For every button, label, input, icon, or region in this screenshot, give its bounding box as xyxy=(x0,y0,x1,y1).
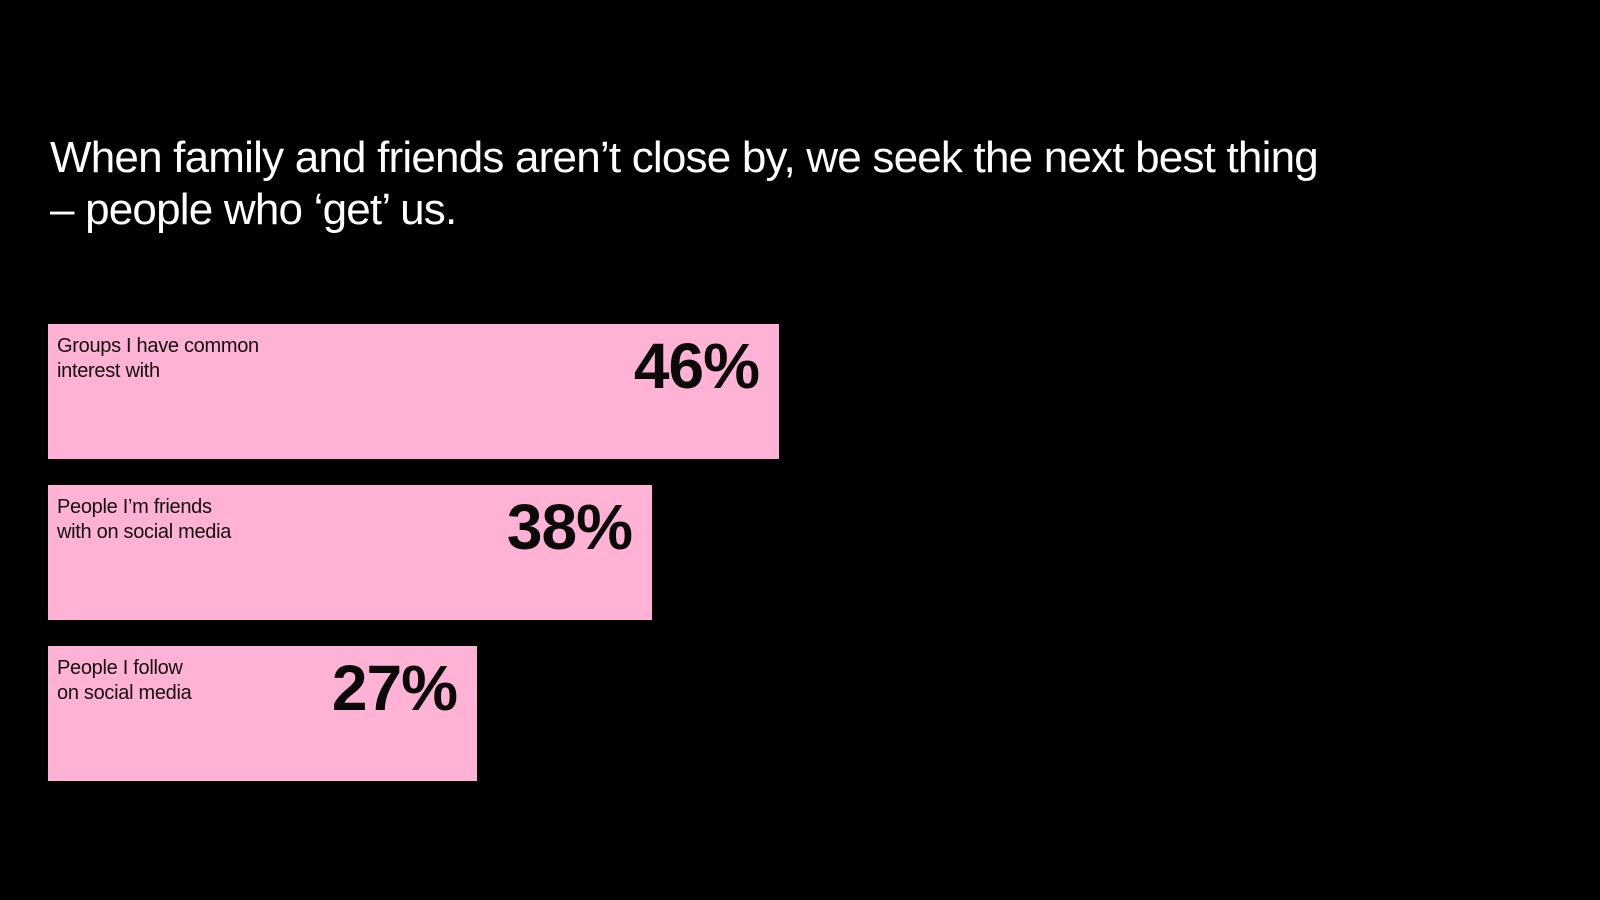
bar-value-label: 38% xyxy=(506,491,633,563)
bar-label-line-2: with on social media xyxy=(57,521,232,543)
bar-label-line-2: interest with xyxy=(57,360,160,382)
bar-label: People I follow on social media xyxy=(57,656,317,706)
bar-label: Groups I have common interest with xyxy=(57,334,317,384)
bar-label: People I’m friends with on social media xyxy=(57,495,317,545)
bar-value-label: 46% xyxy=(633,330,760,402)
title-line-1: When family and friends aren’t close by,… xyxy=(50,133,1319,182)
bar-label-line-1: People I follow xyxy=(57,657,183,679)
bar-label-line-1: People I’m friends xyxy=(57,496,212,518)
bar-chart: Groups I have common interest with 46% P… xyxy=(48,324,1548,807)
bar-label-line-2: on social media xyxy=(57,682,192,704)
bar-follow-social-media: People I follow on social media 27% xyxy=(48,646,477,781)
title-line-2: – people who ‘get’ us. xyxy=(50,185,457,234)
bar-friends-social-media: People I’m friends with on social media … xyxy=(48,485,652,620)
bar-groups-common-interest: Groups I have common interest with 46% xyxy=(48,324,779,459)
bar-label-line-1: Groups I have common xyxy=(57,335,259,357)
page-title: When family and friends aren’t close by,… xyxy=(50,132,1450,236)
bar-value-label: 27% xyxy=(331,652,458,724)
